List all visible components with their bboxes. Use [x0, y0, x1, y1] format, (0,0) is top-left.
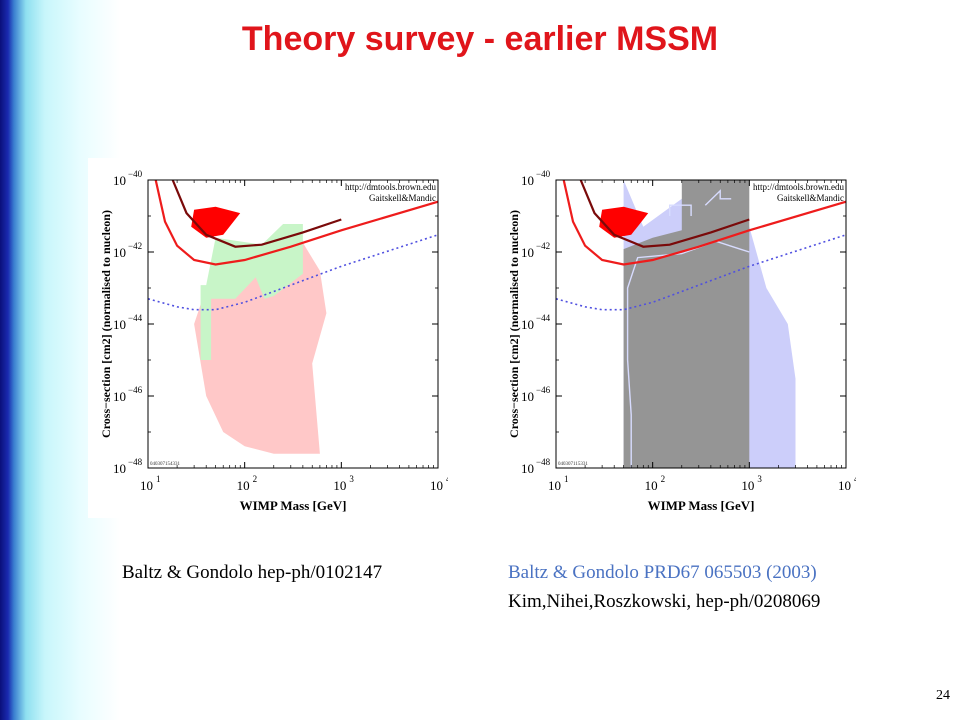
region-outline-1: [668, 204, 692, 216]
y-axis-label: Cross−section [cm2] (normalised to nucle…: [99, 210, 113, 438]
limit-curve-1: [579, 179, 750, 248]
limit-curve-0: [154, 179, 439, 266]
x-tick-label: 10: [430, 478, 443, 493]
y-tick-exponent: −44: [536, 313, 551, 323]
region-1: [200, 224, 303, 360]
annotation-author: Gaitskell&Mandic: [369, 193, 436, 203]
region-1: [623, 180, 750, 468]
y-tick-label: 10: [521, 317, 534, 332]
chart-panel-left: 10110210310410−4010−4210−4410−4610−48WIM…: [88, 158, 451, 518]
x-tick-label: 10: [237, 478, 250, 493]
caption-right-line2: Kim,Nihei,Roszkowski, hep-ph/0208069: [508, 591, 821, 612]
chart-left: 10110210310410−4010−4210−4410−4610−48WIM…: [88, 158, 451, 518]
caption-left: Baltz & Gondolo hep-ph/0102147: [122, 562, 383, 583]
plot-footer-id: 040307154331: [150, 462, 181, 467]
y-tick-label: 10: [113, 245, 126, 260]
chart-right: 10110210310410−4010−4210−4410−4610−48WIM…: [496, 158, 859, 518]
x-tick-label: 10: [741, 478, 754, 493]
region-2: [599, 206, 649, 238]
x-tick-exponent: 2: [253, 474, 258, 484]
page-number: 24: [936, 688, 950, 703]
x-tick-label: 10: [645, 478, 658, 493]
annotation-url: http://dmtools.brown.edu: [753, 182, 844, 192]
plot-footer-id: 040307115331: [558, 462, 588, 467]
y-tick-exponent: −48: [536, 457, 551, 467]
x-tick-exponent: 4: [854, 474, 856, 484]
y-axis-label: Cross−section [cm2] (normalised to nucle…: [507, 210, 521, 438]
y-tick-label: 10: [113, 173, 126, 188]
y-tick-exponent: −42: [128, 241, 142, 251]
y-tick-label: 10: [521, 245, 534, 260]
y-tick-label: 10: [521, 389, 534, 404]
x-tick-exponent: 3: [757, 474, 762, 484]
region-2: [191, 206, 241, 238]
y-tick-exponent: −40: [128, 169, 143, 179]
y-tick-label: 10: [521, 173, 534, 188]
x-axis-label: WIMP Mass [GeV]: [648, 498, 755, 513]
limit-curve-1: [171, 179, 342, 248]
y-tick-exponent: −44: [128, 313, 143, 323]
x-tick-exponent: 4: [446, 474, 448, 484]
y-tick-label: 10: [113, 461, 126, 476]
y-tick-exponent: −42: [536, 241, 550, 251]
y-tick-exponent: −46: [128, 385, 143, 395]
y-tick-label: 10: [521, 461, 534, 476]
x-tick-exponent: 3: [349, 474, 354, 484]
x-tick-label: 10: [838, 478, 851, 493]
caption-right-line1: Baltz & Gondolo PRD67 065503 (2003): [508, 562, 817, 583]
x-axis-label: WIMP Mass [GeV]: [240, 498, 347, 513]
x-tick-label: 10: [333, 478, 346, 493]
annotation-author: Gaitskell&Mandic: [777, 193, 844, 203]
slide-title: Theory survey - earlier MSSM: [241, 20, 719, 58]
x-tick-label: 10: [548, 478, 561, 493]
y-tick-exponent: −40: [536, 169, 551, 179]
region-outline-0: [626, 240, 750, 468]
y-tick-label: 10: [113, 389, 126, 404]
y-tick-label: 10: [113, 317, 126, 332]
y-tick-exponent: −46: [536, 385, 551, 395]
x-tick-exponent: 1: [564, 474, 569, 484]
region-outline-2: [704, 189, 732, 206]
y-tick-exponent: −48: [128, 457, 143, 467]
x-tick-exponent: 1: [156, 474, 161, 484]
limit-curve-0: [562, 179, 847, 266]
x-tick-label: 10: [140, 478, 153, 493]
chart-panel-right: 10110210310410−4010−4210−4410−4610−48WIM…: [496, 158, 859, 518]
x-tick-exponent: 2: [661, 474, 666, 484]
annotation-url: http://dmtools.brown.edu: [345, 182, 436, 192]
